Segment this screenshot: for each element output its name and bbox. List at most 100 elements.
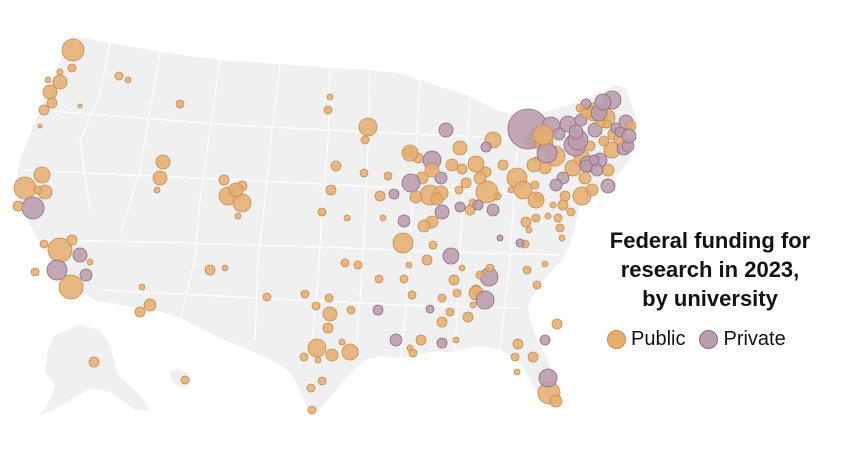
private-university-marker [515,238,525,248]
public-university-marker [555,223,565,233]
private-university-marker [590,163,604,177]
public-university-marker [359,168,369,178]
private-university-marker [496,234,504,242]
public-university-marker [325,184,337,196]
public-university-marker [38,104,50,116]
public-university-marker [424,162,440,178]
public-university-marker [541,260,549,268]
public-university-marker [437,293,447,303]
public-university-marker [12,200,24,212]
public-university-marker [33,166,51,184]
private-university-marker [436,337,448,349]
public-university-marker [299,352,309,362]
private-university-marker [79,268,93,282]
private-university-marker [579,159,593,173]
private-university-marker [475,290,495,310]
public-university-marker [175,99,185,109]
public-university-marker [66,234,78,246]
public-university-marker [513,368,521,376]
public-university-marker [153,186,161,194]
private-university-marker [472,199,484,211]
private-university-marker [454,201,466,213]
public-university-marker [314,356,322,364]
public-university-marker [13,176,37,200]
private-university-marker [425,304,435,314]
public-university-marker [338,338,346,346]
public-university-marker [497,159,509,171]
public-university-marker [42,84,58,100]
private-university-marker [21,196,45,220]
public-university-marker [134,306,146,318]
public-university-marker [532,124,554,146]
public-swatch-icon [607,329,626,349]
public-university-marker [383,171,393,181]
public-university-marker [77,103,83,109]
public-university-marker [475,180,499,204]
title-line-1: Federal funding for [609,228,811,253]
public-university-marker [557,199,569,211]
public-university-marker [460,177,472,189]
public-university-marker [340,258,350,268]
university-markers [12,38,637,415]
public-university-marker [360,135,370,145]
border-line [119,51,161,236]
legend-label-public: Public [631,327,686,350]
public-university-marker [549,394,563,408]
private-university-marker [594,93,612,111]
public-university-marker [456,163,468,175]
public-university-marker [324,293,334,303]
private-university-marker [621,128,637,144]
public-university-marker [307,338,327,358]
public-university-marker [566,207,576,217]
private-university-marker [388,188,400,200]
public-university-marker [475,270,485,280]
public-university-marker [558,234,566,242]
public-university-marker [325,348,339,362]
public-university-marker [405,261,413,269]
public-university-marker [114,71,124,81]
private-university-marker [480,141,492,153]
public-university-marker [452,288,462,298]
public-university-marker [527,191,545,209]
public-university-marker [61,38,85,62]
public-university-marker [46,97,58,109]
legend: Public Private [607,325,800,353]
private-university-marker [434,171,448,185]
public-university-marker [37,123,43,129]
border-line [179,59,221,319]
public-university-marker [306,383,316,393]
public-university-marker [598,135,610,147]
public-university-marker [578,171,592,185]
public-university-marker [585,183,599,197]
public-university-marker [421,254,433,266]
public-university-marker [86,258,94,266]
border-line [44,239,561,256]
public-university-marker [33,185,43,195]
public-university-marker [30,267,40,277]
private-university-marker [372,304,384,316]
public-university-marker [602,119,612,129]
public-university-marker [323,105,333,115]
public-university-marker [445,158,459,172]
public-university-marker [473,171,487,185]
public-university-marker [462,311,474,323]
land-mass [15,36,636,415]
public-university-marker [124,76,132,84]
public-university-marker [228,182,244,198]
public-university-marker [512,338,524,350]
public-university-marker [407,290,417,300]
public-university-marker [467,155,485,173]
border-line [79,42,111,211]
private-swatch-icon [699,329,719,349]
public-university-marker [530,180,540,190]
public-university-marker [322,322,334,334]
public-university-marker [532,280,542,290]
legend-item-private: Private [699,328,786,351]
public-university-marker [401,144,419,162]
public-university-marker [559,190,571,202]
private-university-marker [486,203,500,217]
public-university-marker [155,154,171,170]
border-line [499,114,521,351]
conus-shape [15,36,636,412]
public-university-marker [458,264,466,272]
